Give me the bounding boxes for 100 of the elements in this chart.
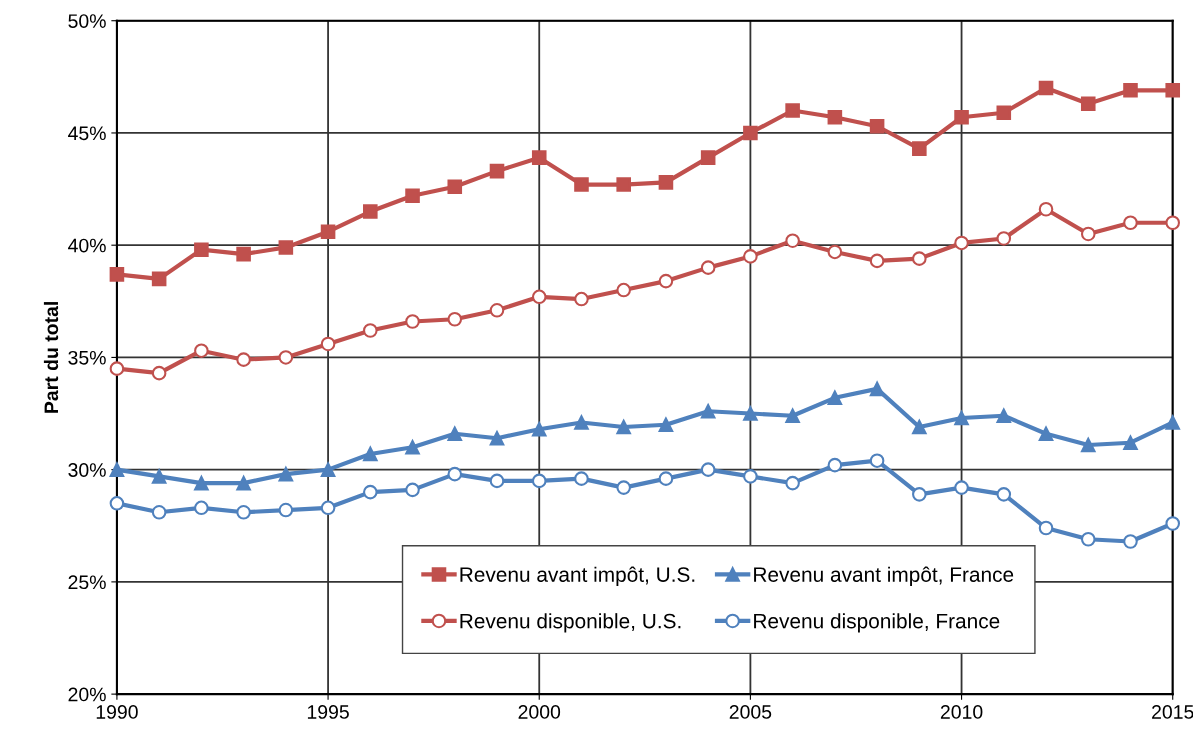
point [700,404,716,419]
point [1165,415,1181,430]
point [785,408,800,424]
point [574,471,589,486]
legend-label: Revenu avant impôt, France [754,566,1014,587]
point [151,469,167,484]
point [574,177,589,192]
point [785,475,800,491]
point [616,480,631,495]
point [236,352,251,367]
point [743,249,758,264]
point [489,163,505,179]
point [616,282,631,298]
point [278,466,294,482]
point [1165,215,1181,231]
x-tick-label: 2010 [940,705,983,719]
point [869,253,885,269]
point [827,109,843,125]
point [954,410,969,426]
point [109,267,125,282]
point [1038,201,1054,217]
point [996,487,1012,502]
x-tick-label: 1990 [96,705,138,719]
point [405,314,420,329]
point [658,175,674,190]
point [236,475,251,491]
point [531,289,547,305]
point [658,471,674,486]
point [869,453,885,468]
point [785,103,800,118]
point [1038,426,1054,442]
point [700,462,716,477]
point [574,291,589,307]
point [827,457,843,473]
point [1165,516,1181,531]
point [658,417,674,433]
point [151,505,167,520]
point [109,496,125,511]
point [743,406,758,421]
legend-label: Revenu disponible, U.S. [460,613,681,633]
point [1080,96,1096,112]
y-tick-label: 30% [68,463,106,477]
point [405,188,420,204]
point [743,125,758,141]
point [320,336,336,352]
point [954,235,969,251]
point [363,323,378,338]
point [912,419,927,435]
point [363,204,378,219]
point [996,231,1012,246]
y-axis-title: Part du total [43,302,59,413]
point [1080,531,1096,547]
point [912,487,927,502]
point [531,421,547,437]
point [1123,215,1138,231]
point [194,242,209,257]
point [785,233,800,248]
point [236,246,251,262]
point [996,408,1012,424]
point [320,224,336,240]
point [1080,437,1096,453]
point [151,365,167,381]
point [405,482,420,498]
y-tick-label: 40% [68,238,106,253]
x-tick-label: 2000 [518,705,561,719]
y-tick-label: 25% [68,575,106,590]
point [869,118,885,134]
point [616,177,631,192]
point [278,350,294,365]
point [1123,83,1138,98]
point [1038,520,1054,536]
x-tick-label: 2015 [1152,705,1193,719]
point [447,426,463,442]
point [531,473,547,489]
point [278,240,294,255]
y-tick-label: 45% [68,126,106,141]
point [827,244,843,260]
point [447,179,463,195]
x-tick-label: 1995 [307,705,349,719]
point [869,381,885,397]
point [743,469,758,484]
point [1123,435,1138,451]
point [616,419,631,435]
point [447,311,463,327]
point [827,390,843,406]
point [109,361,125,376]
point [320,500,336,516]
point [109,462,125,477]
y-tick-label: 35% [68,350,106,365]
point [363,484,378,500]
point [194,475,209,491]
point [912,141,927,156]
legend-label: Revenu avant impôt, U.S. [460,566,695,587]
point [658,273,674,289]
point [531,150,547,165]
point [954,109,969,125]
point [320,462,336,477]
point [1038,80,1054,96]
point [151,271,167,287]
point [700,150,716,165]
